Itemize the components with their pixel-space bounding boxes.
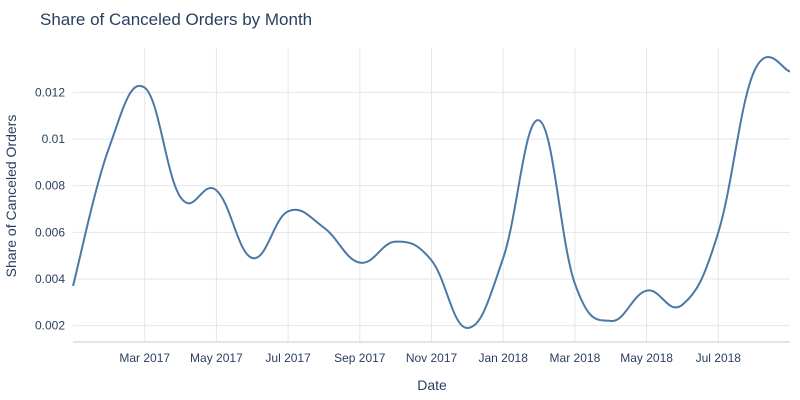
x-tick-label: Nov 2017 bbox=[406, 351, 458, 365]
x-tick-label: Mar 2017 bbox=[119, 351, 170, 365]
y-tick-label: 0.01 bbox=[42, 132, 66, 146]
chart-title: Share of Canceled Orders by Month bbox=[40, 10, 312, 29]
x-tick-label: May 2017 bbox=[190, 351, 243, 365]
x-tick-label: Mar 2018 bbox=[550, 351, 601, 365]
x-axis-title: Date bbox=[417, 377, 447, 393]
y-tick-labels: 0.002 0.004 0.006 0.008 0.01 0.012 bbox=[35, 85, 65, 332]
series-line bbox=[72, 56, 791, 330]
x-gridlines bbox=[144, 48, 719, 342]
x-tick-label: Jan 2018 bbox=[479, 351, 529, 365]
x-tick-label: Jul 2018 bbox=[696, 351, 742, 365]
x-tick-labels: Mar 2017 May 2017 Jul 2017 Sep 2017 Nov 2017… bbox=[119, 351, 741, 365]
y-tick-label: 0.002 bbox=[35, 319, 65, 333]
x-tick-label: Sep 2017 bbox=[334, 351, 386, 365]
y-tick-label: 0.012 bbox=[35, 85, 65, 99]
x-tick-label: Jul 2017 bbox=[265, 351, 311, 365]
y-tick-label: 0.004 bbox=[35, 272, 65, 286]
y-axis-title: Share of Canceled Orders bbox=[3, 115, 19, 278]
y-tick-label: 0.006 bbox=[35, 225, 65, 239]
x-tick-label: May 2018 bbox=[620, 351, 673, 365]
y-tick-label: 0.008 bbox=[35, 179, 65, 193]
